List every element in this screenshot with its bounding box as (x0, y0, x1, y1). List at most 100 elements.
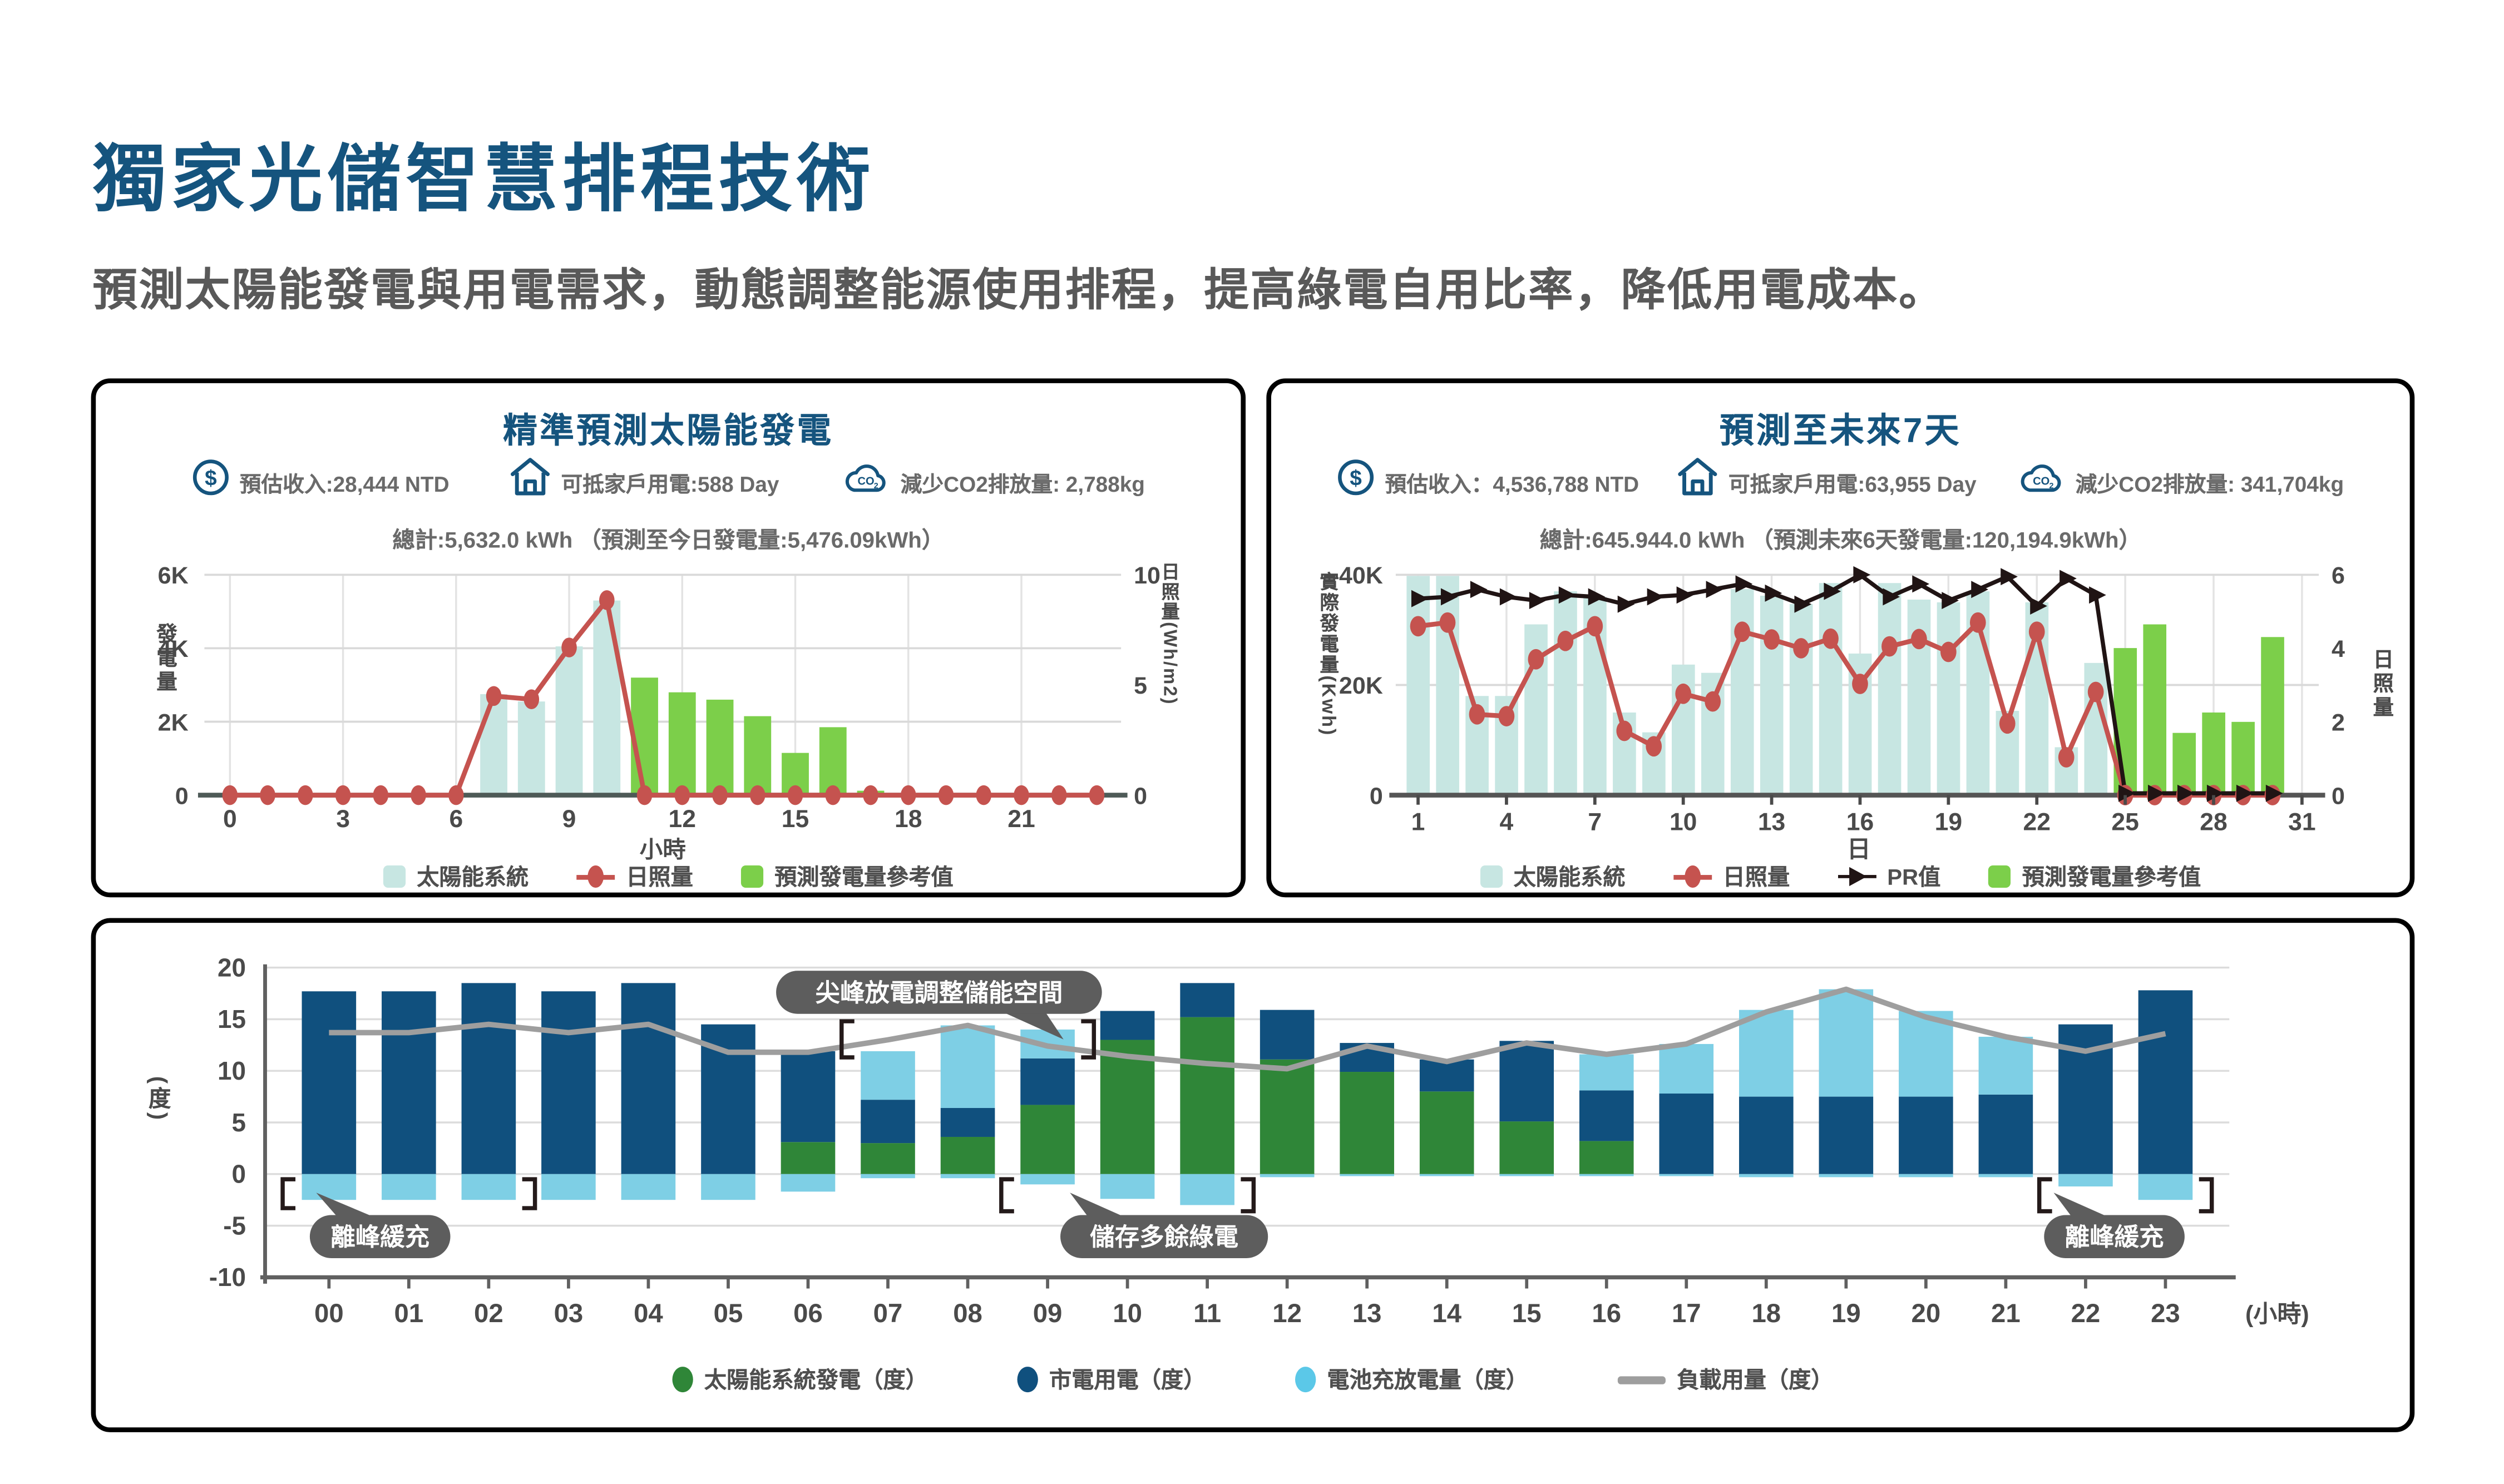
daily-right-axis-label: 日照量 (2369, 648, 2394, 720)
svg-text:$: $ (1350, 467, 1362, 491)
svg-text:小時: 小時 (640, 836, 686, 862)
legend-square-marker (1988, 865, 2011, 888)
svg-text:20K: 20K (1339, 672, 1383, 699)
bracket-close (1081, 1019, 1097, 1060)
legend-item: 預測發電量參考值 (740, 860, 954, 892)
svg-text:10: 10 (1670, 809, 1697, 836)
panel-7day-title: 預測至未來7天 (1719, 412, 1962, 451)
svg-text:CO: CO (2032, 475, 2049, 487)
energy-schedule-chart: 20 15 10 5 0 -5 -10 00 01 02 03 04 05 06 07 08 09 10 11 12 1… (209, 953, 2309, 1328)
legend-item: 日照量 (576, 860, 693, 892)
svg-text:21: 21 (1007, 805, 1035, 833)
svg-text:22: 22 (2023, 809, 2050, 836)
svg-text:21: 21 (1991, 1299, 2021, 1328)
svg-text:日: 日 (1847, 836, 1871, 863)
legend-label: 太陽能系統 (417, 863, 529, 889)
hourly-generation-chart: 0 2K 4K 6K 0 5 10 0 3 6 9 12 15 18 21 小時 (158, 562, 1160, 862)
stat-household-days: 可抵家戶用電:63,955 Day (1677, 457, 1977, 497)
panel-energy-schedule: 20 15 10 5 0 -5 -10 00 01 02 03 04 05 06 07 08 09 10 11 12 1… (91, 918, 2415, 1432)
dollar-circle-icon: $ (192, 458, 230, 497)
legend-item: 太陽能系統 (383, 860, 529, 892)
legend-label: 日照量 (1722, 863, 1790, 889)
svg-text:6K: 6K (158, 562, 189, 589)
svg-text:12: 12 (1272, 1299, 1302, 1328)
svg-text:-5: -5 (223, 1211, 246, 1240)
svg-text:06: 06 (793, 1299, 823, 1328)
legend-item: PR值 (1838, 860, 1940, 892)
svg-text:22: 22 (2071, 1299, 2101, 1328)
legend-tri-marker (1838, 864, 1876, 889)
svg-text:4: 4 (1500, 809, 1514, 836)
stat-text: 減少CO2排放量: 2,788kg (900, 472, 1145, 497)
svg-text:14: 14 (1432, 1299, 1461, 1328)
svg-text:2: 2 (873, 482, 878, 491)
svg-text:02: 02 (474, 1299, 503, 1328)
svg-text:5: 5 (232, 1108, 246, 1137)
battery-bars (302, 989, 2193, 1205)
svg-text:0: 0 (1134, 783, 1147, 809)
svg-text:03: 03 (554, 1299, 584, 1328)
svg-text:15: 15 (1512, 1299, 1542, 1328)
stat-text: 減少CO2排放量: 341,704kg (2075, 472, 2344, 497)
svg-text:05: 05 (714, 1299, 743, 1328)
svg-text:3: 3 (336, 805, 350, 833)
svg-text:07: 07 (873, 1299, 903, 1328)
schedule-y-axis-label: (度) (147, 1076, 173, 1123)
svg-text:$: $ (205, 467, 217, 491)
irradiance-line (230, 594, 1097, 798)
load-line (329, 986, 2166, 1072)
svg-text:19: 19 (1935, 809, 1962, 836)
legend-item: 市電用電（度） (1017, 1363, 1206, 1395)
svg-text:0: 0 (223, 805, 237, 833)
svg-text:尖峰放電調整儲能空間: 尖峰放電調整儲能空間 (815, 980, 1063, 1007)
schedule-legend: 太陽能系統發電（度） 市電用電（度） 電池充放電量（度） 負載用量（度） (96, 1363, 2409, 1395)
legend-circle-marker (1017, 1367, 1038, 1393)
legend-dot-marker (576, 864, 615, 889)
page-title: 獨家光儲智慧排程技術 (92, 137, 876, 221)
svg-text:00: 00 (314, 1299, 344, 1328)
page-subtitle: 預測太陽能發電與用電需求，動態調整能源使用排程，提高綠電自用比率，降低用電成本。 (92, 265, 1945, 315)
svg-text:2: 2 (2048, 482, 2053, 491)
bars-太陽能系統 (480, 600, 621, 795)
svg-text:4: 4 (2332, 636, 2345, 662)
svg-text:7: 7 (1588, 809, 1602, 836)
legend-label: 市電用電（度） (1049, 1367, 1206, 1393)
svg-text:13: 13 (1758, 809, 1785, 836)
hourly-legend: 太陽能系統 日照量 預測發電量參考值 (96, 860, 1241, 892)
svg-text:CO: CO (857, 475, 874, 487)
svg-text:離峰緩充: 離峰緩充 (330, 1224, 429, 1251)
co2-cloud-icon: CO 2 (840, 458, 891, 497)
svg-text:1: 1 (1411, 809, 1425, 836)
annotation-tooltip: 離峰緩充 (2044, 1193, 2185, 1258)
svg-text:-10: -10 (209, 1263, 246, 1292)
legend-item: 日照量 (1673, 860, 1790, 892)
svg-text:09: 09 (1033, 1299, 1063, 1328)
svg-text:10: 10 (218, 1056, 246, 1085)
svg-text:11: 11 (1193, 1299, 1221, 1328)
legend-item: 電池充放電量（度） (1295, 1363, 1528, 1395)
house-icon (1677, 457, 1719, 497)
legend-square-marker (1480, 865, 1503, 888)
hourly-right-axis-label: 日照量(Wh/m2) (1159, 562, 1179, 706)
svg-text:19: 19 (1831, 1299, 1861, 1328)
svg-text:10: 10 (1113, 1299, 1142, 1328)
legend-item: 太陽能系統 (1480, 860, 1626, 892)
svg-text:(小時): (小時) (2245, 1301, 2309, 1328)
svg-text:0: 0 (175, 783, 189, 809)
svg-text:13: 13 (1352, 1299, 1382, 1328)
stat-estimated-revenue: $ 預估收入:28,444 NTD (192, 458, 450, 497)
grid-bars (302, 983, 2193, 1174)
dollar-circle-icon: $ (1337, 458, 1375, 497)
legend-item: 預測發電量參考值 (1988, 860, 2201, 892)
svg-text:15: 15 (218, 1005, 246, 1033)
svg-text:2: 2 (2332, 709, 2345, 736)
svg-text:離峰緩充: 離峰緩充 (2065, 1224, 2164, 1251)
bracket-open (2037, 1177, 2052, 1214)
legend-label: PR值 (1887, 863, 1941, 889)
bracket-close (522, 1177, 537, 1210)
legend-label: 預測發電量參考值 (774, 863, 954, 889)
stat-text: 預估收入:28,444 NTD (239, 472, 450, 497)
svg-text:9: 9 (562, 805, 576, 833)
svg-text:16: 16 (1846, 809, 1874, 836)
